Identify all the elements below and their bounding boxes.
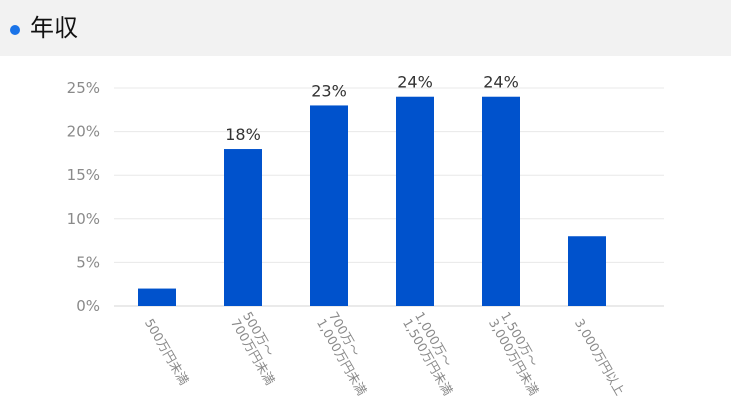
data-label: 18% xyxy=(225,125,261,144)
x-tick-label: 3,000万円以上 xyxy=(572,316,628,398)
y-tick-label: 5% xyxy=(76,253,100,271)
y-axis-ticks: 0% 5% 10% 15% 20% 25% xyxy=(67,79,100,315)
section-title: 年収 xyxy=(30,14,78,42)
y-tick-label: 15% xyxy=(67,166,100,184)
bar xyxy=(310,105,348,306)
data-label: 24% xyxy=(397,73,433,92)
y-tick-label: 20% xyxy=(67,123,100,141)
x-tick-label: 1,500万〜3,000万円未満 xyxy=(486,309,542,398)
x-tick-label: 500万円未満 xyxy=(142,316,192,387)
bar xyxy=(224,149,262,306)
x-tick-label: 700万〜1,000万円未満 xyxy=(314,309,370,398)
bars xyxy=(138,96,606,306)
y-tick-label: 0% xyxy=(76,297,100,315)
bar xyxy=(482,96,520,306)
y-tick-label: 25% xyxy=(67,79,100,97)
x-tick-label: 1,000万〜1,500万円未満 xyxy=(400,309,456,398)
section-header: 年収 xyxy=(0,0,731,56)
data-label: 24% xyxy=(483,73,519,92)
y-tick-label: 10% xyxy=(67,210,100,228)
data-label: 23% xyxy=(311,81,347,100)
bar xyxy=(568,236,606,306)
bar xyxy=(396,96,434,306)
bullet-dot-icon xyxy=(10,25,20,35)
x-tick-label-line: 3,000万円以上 xyxy=(572,316,628,398)
x-tick-label-line: 500万円未満 xyxy=(142,316,192,387)
data-labels: 18% 23% 24% 24% xyxy=(225,73,519,144)
gridlines xyxy=(114,87,664,307)
x-axis-ticks: 500万円未満 500万〜700万円未満 700万〜1,000万円未満 1,000万〜… xyxy=(142,309,628,398)
bar xyxy=(138,288,176,306)
x-tick-label: 500万〜700万円未満 xyxy=(228,309,278,387)
